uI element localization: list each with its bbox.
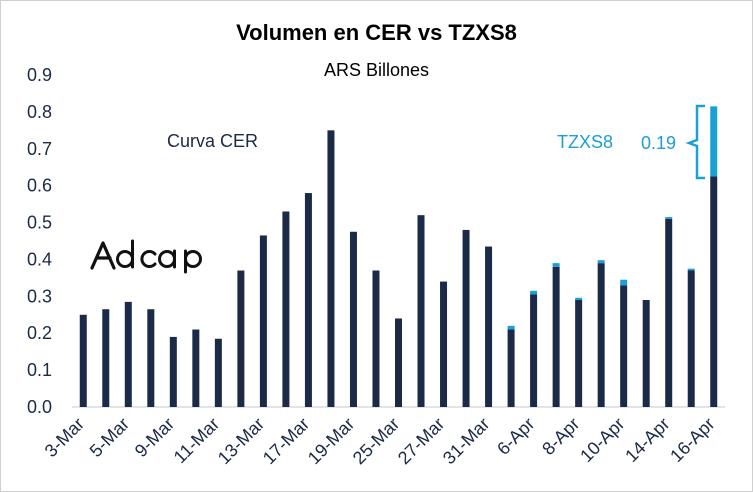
x-axis-labels: 3-Mar5-Mar9-Mar11-Mar13-Mar17-Mar19-Mar2… — [41, 414, 719, 468]
y-tick-label: 0.3 — [27, 286, 52, 306]
y-tick-label: 0.7 — [27, 139, 52, 159]
bar-curva-cer — [507, 329, 515, 407]
bar-curva-cer — [237, 270, 245, 407]
bar-curva-cer — [327, 130, 335, 407]
x-tick-label: 17-Mar — [259, 414, 313, 468]
bar-tzxs8 — [620, 279, 628, 286]
series-label-curva-cer: Curva CER — [167, 131, 258, 151]
y-tick-label: 0.5 — [27, 213, 52, 233]
bar-curva-cer — [665, 218, 673, 407]
adcap-logo — [90, 239, 202, 274]
y-tick-label: 0.4 — [27, 249, 52, 269]
x-tick-label: 13-Mar — [214, 414, 268, 468]
bar-curva-cer — [147, 309, 155, 407]
bar-curva-cer — [192, 329, 200, 407]
bar-curva-cer — [642, 300, 650, 407]
y-tick-label: 0.2 — [27, 323, 52, 343]
bar-tzxs8 — [530, 290, 538, 295]
annotation-value: 0.19 — [641, 133, 676, 153]
bars — [79, 106, 718, 407]
bar-tzxs8 — [552, 263, 560, 267]
bar-tzxs8 — [687, 268, 695, 271]
x-tick-label: 31-Mar — [439, 414, 493, 468]
x-tick-label: 25-Mar — [349, 414, 403, 468]
bar-curva-cer — [304, 193, 312, 407]
series-label-tzxs8: TZXS8 — [557, 132, 613, 152]
chart-title: Volumen en CER vs TZXS8 — [236, 20, 517, 45]
x-tick-label: 14-Apr — [621, 414, 673, 466]
bar-curva-cer — [440, 281, 448, 407]
bar-curva-cer — [552, 266, 560, 407]
x-tick-label: 6-Apr — [493, 414, 538, 459]
y-tick-label: 0.1 — [27, 360, 52, 380]
bar-curva-cer — [102, 309, 110, 407]
bar-curva-cer — [79, 314, 87, 407]
x-tick-label: 11-Mar — [170, 414, 224, 468]
bar-curva-cer — [214, 338, 222, 407]
x-tick-label: 10-Apr — [576, 414, 628, 466]
bar-curva-cer — [462, 229, 470, 407]
bar-curva-cer — [259, 235, 267, 407]
bar-curva-cer — [417, 215, 425, 407]
bar-curva-cer — [282, 211, 290, 407]
x-tick-label: 5-Mar — [86, 414, 133, 461]
y-tick-label: 0.0 — [27, 397, 52, 417]
bar-tzxs8 — [665, 217, 673, 219]
bar-curva-cer — [687, 270, 695, 407]
annotation-bracket — [685, 104, 705, 180]
bar-curva-cer — [620, 285, 628, 407]
x-tick-label: 19-Mar — [304, 414, 358, 468]
y-tick-label: 0.6 — [27, 176, 52, 196]
x-tick-label: 16-Apr — [666, 414, 718, 466]
bar-tzxs8 — [710, 106, 718, 177]
y-axis-labels: 0.0 0.1 0.2 0.3 0.4 0.5 0.6 0.7 0.8 0.9 — [27, 65, 52, 417]
bar-curva-cer — [349, 231, 357, 407]
bar-tzxs8 — [507, 325, 515, 330]
x-tick-label: 3-Mar — [41, 414, 88, 461]
bar-curva-cer — [485, 246, 493, 407]
bar-curva-cer — [597, 263, 605, 407]
bar-curva-cer — [395, 318, 402, 407]
y-tick-label: 0.9 — [27, 65, 52, 85]
chart-subtitle: ARS Billones — [323, 60, 430, 80]
bar-curva-cer — [372, 270, 380, 407]
bar-tzxs8 — [575, 297, 583, 301]
bar-curva-cer — [710, 176, 718, 407]
bar-tzxs8 — [597, 260, 605, 264]
y-tick-label: 0.8 — [27, 102, 52, 122]
bar-curva-cer — [124, 301, 132, 407]
bar-curva-cer — [530, 294, 538, 407]
bar-curva-cer — [575, 300, 583, 407]
x-tick-label: 27-Mar — [394, 414, 448, 468]
bar-curva-cer — [169, 336, 177, 407]
